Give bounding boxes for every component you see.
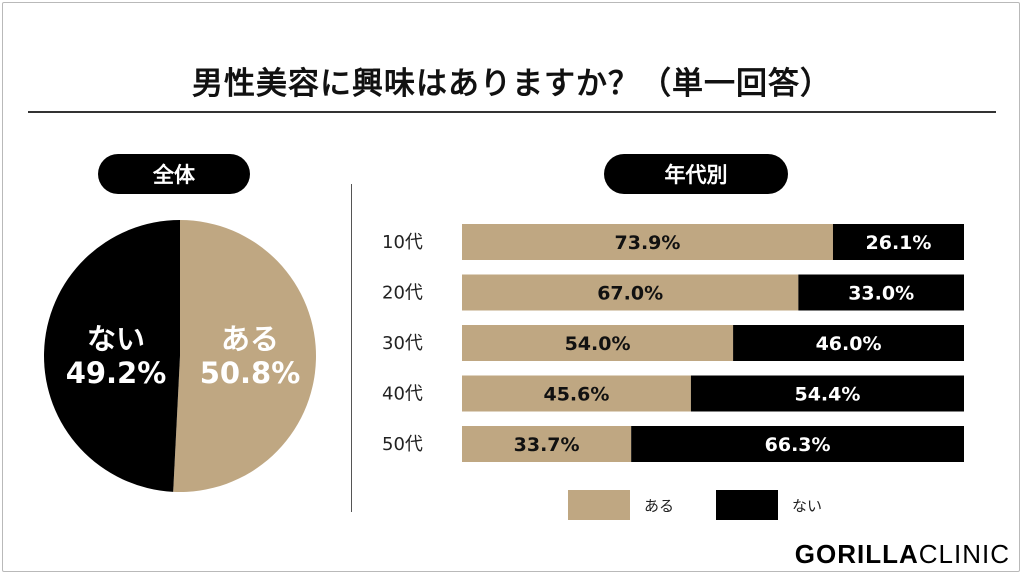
- legend-label-no: ない: [792, 496, 823, 515]
- pie-label-no-value: 49.2%: [65, 356, 167, 390]
- bar-segment-no: [832, 224, 964, 260]
- data-label-yes: 45.6%: [543, 384, 609, 406]
- bar-segment-yes: [462, 224, 833, 260]
- pie-label-yes: ある 50.8%: [192, 322, 308, 390]
- category-label: 40代: [382, 384, 423, 405]
- overall-heading: 全体: [98, 154, 250, 194]
- overall-pie-chart: [44, 220, 317, 492]
- bar-segment-no: [690, 375, 964, 412]
- bar-segment-no: [631, 426, 964, 462]
- data-label-yes: 73.9%: [615, 232, 681, 254]
- legend-item-no: ない: [716, 490, 822, 520]
- data-label-no: 66.3%: [765, 434, 831, 456]
- legend-label-yes: ある: [644, 496, 675, 515]
- pie-label-no: ない 49.2%: [56, 322, 176, 390]
- pie-slice-no: [44, 220, 181, 492]
- category-label: 50代: [382, 434, 423, 455]
- bar-segment-yes: [462, 274, 799, 311]
- section-divider: [351, 184, 352, 512]
- bar-segment-no: [798, 274, 964, 311]
- pie-label-yes-text: ある: [220, 322, 279, 356]
- brand-logo-thin: CLINIC: [918, 539, 1010, 569]
- category-label: 30代: [382, 333, 423, 354]
- data-label-no: 54.4%: [794, 384, 860, 406]
- legend-swatch-no: [716, 490, 778, 520]
- data-label-yes: 33.7%: [514, 434, 580, 456]
- brand-logo: GORILLACLINIC: [795, 539, 1010, 570]
- by-age-heading: 年代別: [604, 154, 788, 194]
- bar-segment-yes: [462, 375, 691, 412]
- pie-label-yes-value: 50.8%: [199, 356, 301, 390]
- bar-segment-yes: [462, 426, 632, 462]
- legend-item-yes: ある: [568, 490, 674, 520]
- brand-logo-bold: GORILLA: [794, 539, 919, 569]
- category-label: 20代: [382, 283, 423, 304]
- age-stacked-bar-chart: 10代 73.9% 26.1% 20代 67.0% 33.0% 30代 54.0% 46.0% 4…: [382, 224, 964, 462]
- bar-segment-yes: [462, 325, 734, 361]
- legend-swatch-yes: [568, 490, 630, 520]
- data-label-yes: 54.0%: [565, 333, 631, 355]
- page-title: 男性美容に興味はありますか？（単一回答）: [192, 66, 832, 102]
- data-label-no: 46.0%: [816, 333, 882, 355]
- data-label-no: 33.0%: [848, 283, 914, 305]
- data-label-no: 26.1%: [866, 232, 932, 254]
- bar-segment-no: [733, 325, 964, 361]
- category-label: 10代: [382, 232, 423, 253]
- pie-slice-yes: [173, 220, 317, 492]
- data-label-yes: 67.0%: [597, 283, 663, 305]
- title-underline: [28, 111, 996, 113]
- pie-label-no-text: ない: [86, 322, 145, 356]
